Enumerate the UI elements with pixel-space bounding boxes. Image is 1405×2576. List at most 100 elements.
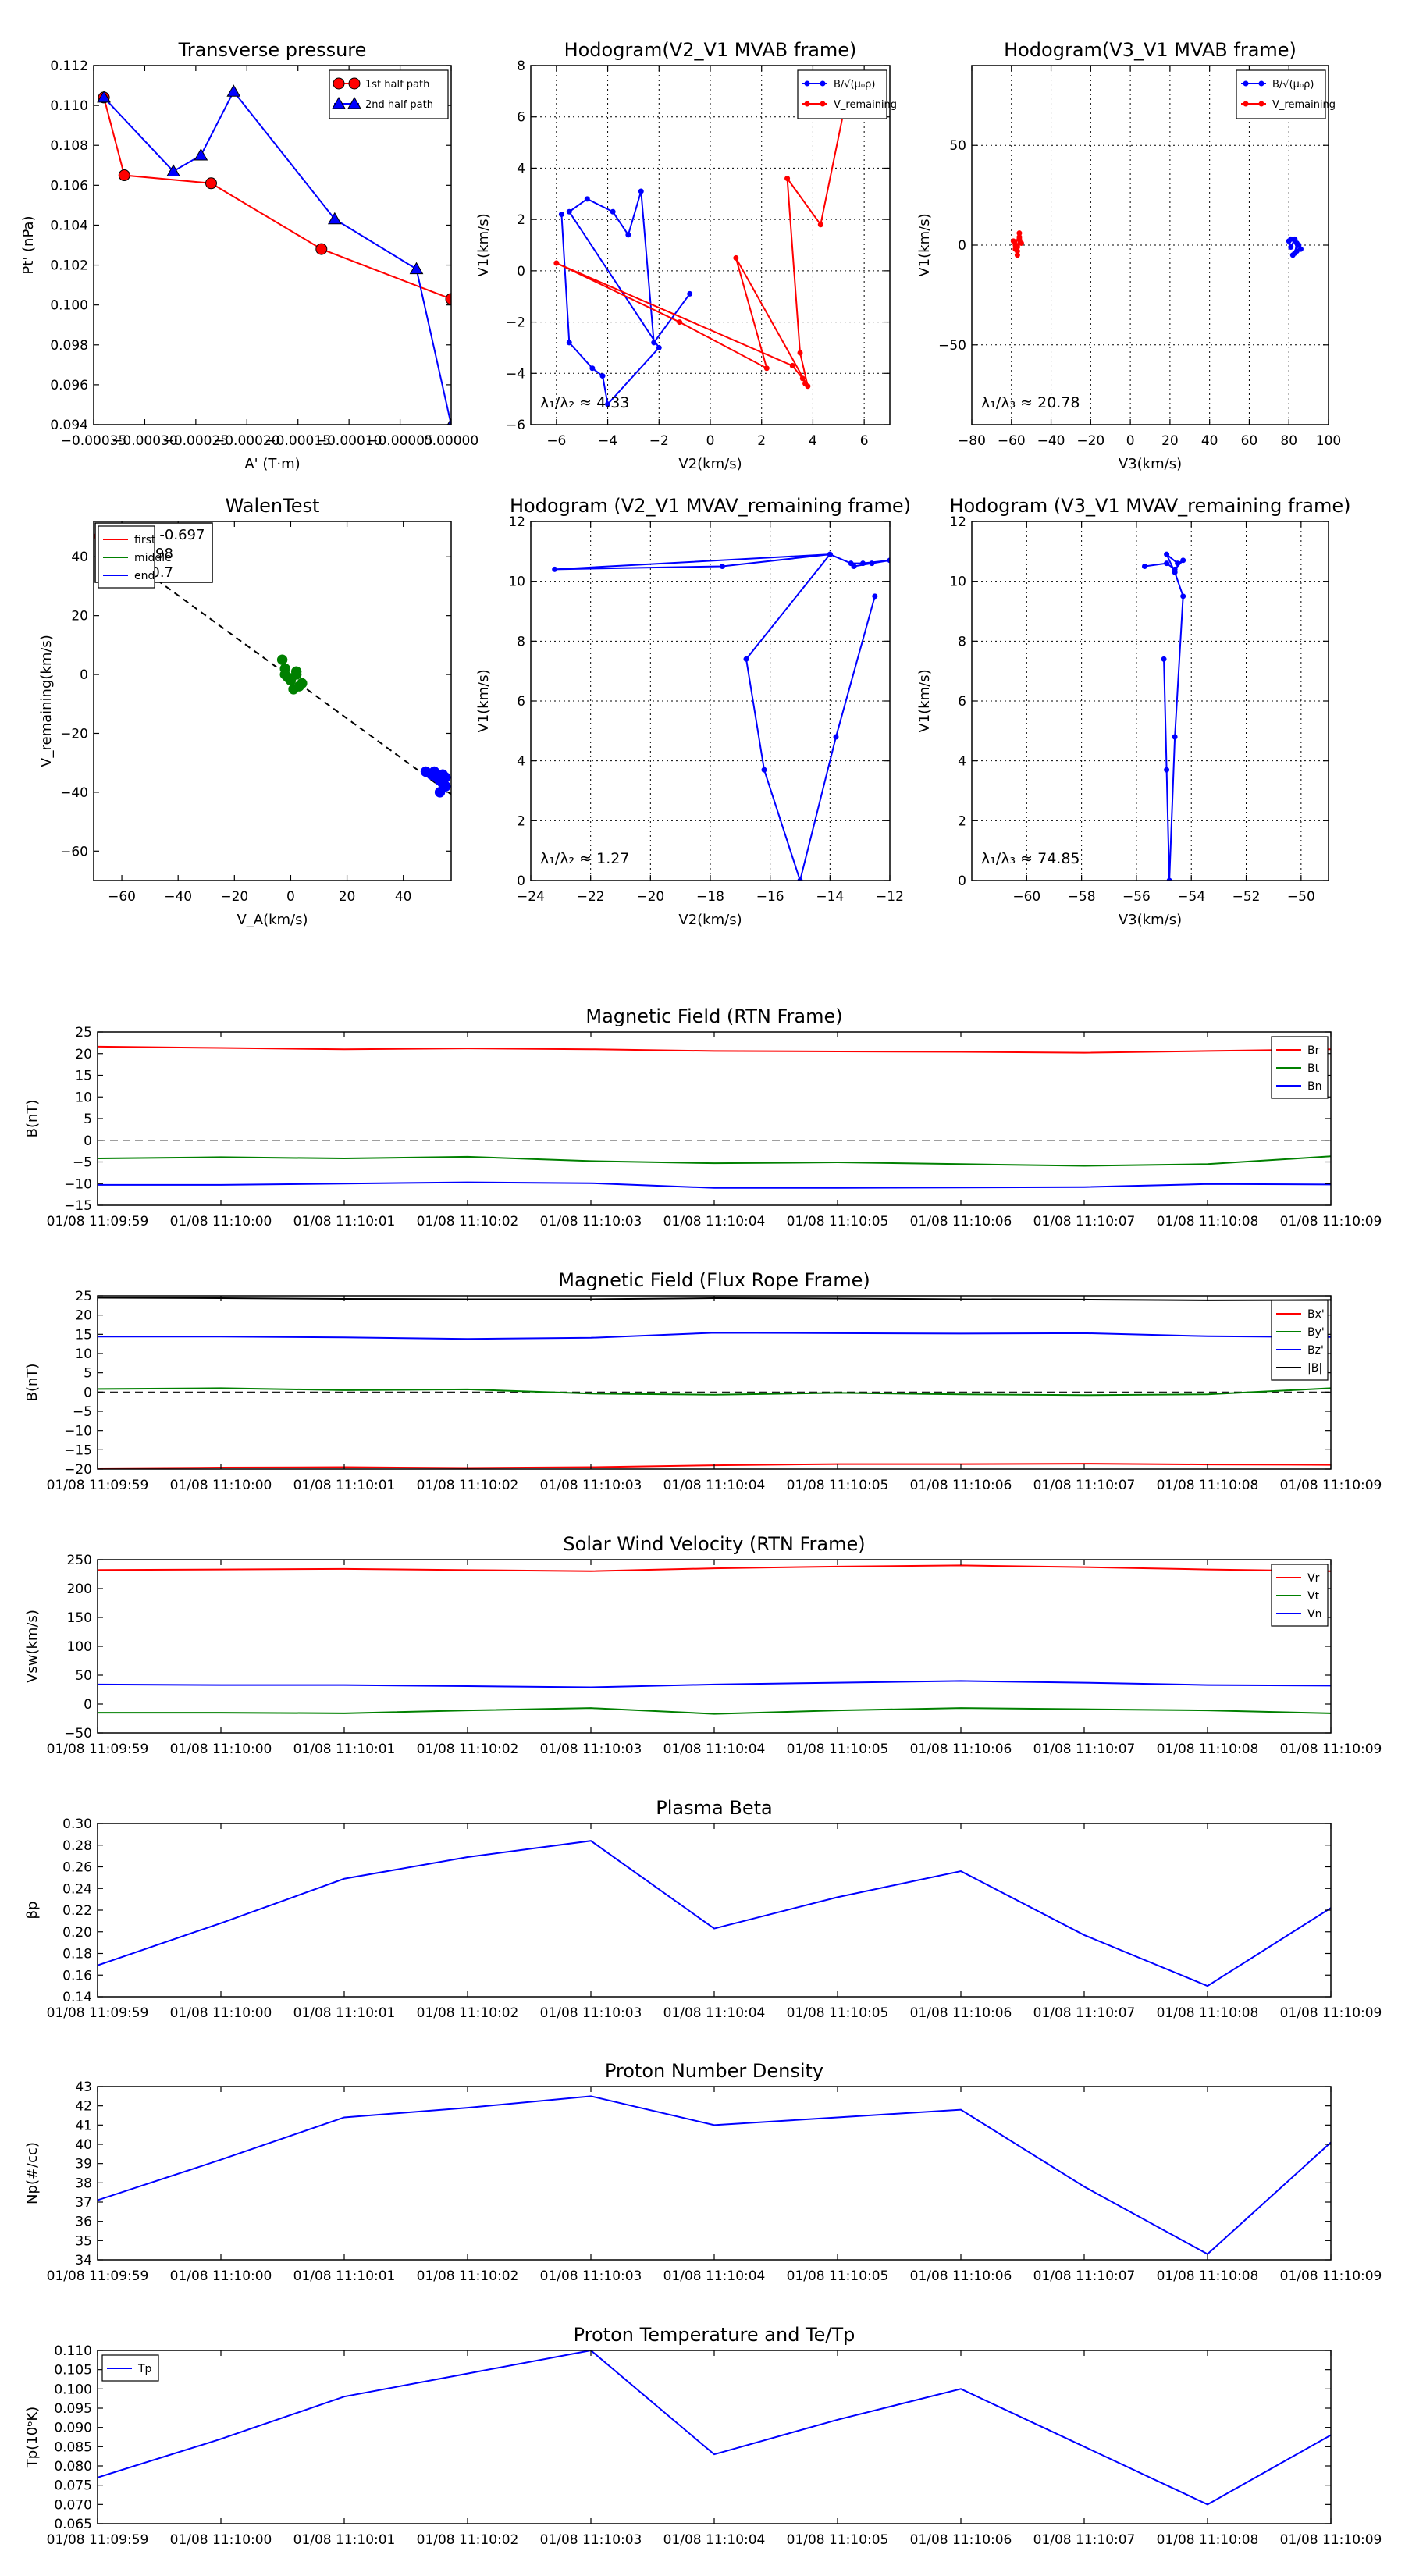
- data-point: [784, 176, 791, 182]
- x-tick-label: 01/08 11:10:01: [293, 1214, 396, 1229]
- series-line-hodogram: [554, 553, 890, 881]
- x-tick-label: 01/08 11:10:04: [663, 1214, 766, 1229]
- y-axis-label: B(nT): [24, 1100, 41, 1138]
- y-tick-label: 0.098: [50, 338, 88, 354]
- legend-label: middle: [134, 552, 172, 564]
- x-tick-label: 100: [1316, 433, 1341, 449]
- data-point: [315, 243, 328, 255]
- legend-marker: [804, 80, 810, 87]
- data-point: [827, 551, 833, 557]
- data-point: [887, 557, 890, 564]
- series-line-Bt: [98, 1155, 1331, 1167]
- x-tick-label: 01/08 11:10:07: [1033, 2268, 1136, 2284]
- data-point: [761, 767, 767, 773]
- eigen-ratio-label: λ₁/λ₂ ≈ 4.33: [540, 394, 629, 411]
- x-tick-label: 01/08 11:10:08: [1157, 2005, 1259, 2021]
- data-point: [194, 148, 208, 161]
- data-point: [327, 212, 342, 225]
- x-tick-label: 01/08 11:10:08: [1157, 2268, 1259, 2284]
- data-point: [589, 365, 596, 372]
- data-point: [869, 560, 875, 567]
- x-tick-label: 01/08 11:10:00: [170, 2268, 272, 2284]
- data-point: [817, 222, 823, 228]
- y-tick-label: 0.24: [62, 1881, 92, 1897]
- y-tick-label: 0.070: [54, 2497, 92, 2513]
- y-tick-label: 0.110: [50, 98, 88, 114]
- y-tick-label: 15: [75, 1327, 92, 1343]
- legend-marker: [1258, 80, 1264, 87]
- y-tick-label: 10: [75, 1090, 92, 1105]
- legend-label: Vr: [1307, 1572, 1320, 1585]
- legend-label: Bz': [1307, 1344, 1324, 1357]
- x-tick-label: 80: [1280, 433, 1297, 449]
- axes-frame: [97, 2350, 1332, 2524]
- y-tick-label: −10: [64, 1424, 92, 1439]
- x-tick-label: −40: [1037, 433, 1065, 449]
- y-tick-label: 8: [517, 59, 525, 74]
- chart-title: Hodogram(V2_V1 MVAB frame): [564, 39, 857, 61]
- y-tick-label: −10: [64, 1176, 92, 1192]
- y-axis-label: V_remaining(km/s): [38, 635, 55, 767]
- y-tick-label: 8: [517, 634, 525, 649]
- data-point: [719, 564, 725, 569]
- x-tick-label: −50: [1287, 889, 1315, 905]
- x-tick-label: −0.00035: [61, 433, 127, 449]
- data-point: [288, 684, 299, 695]
- y-tick-label: 41: [75, 2118, 92, 2133]
- x-tick-label: 01/08 11:10:08: [1157, 1478, 1259, 1493]
- axes-frame: [93, 65, 452, 425]
- x-tick-label: 01/08 11:10:01: [293, 1478, 396, 1493]
- series-line-B/√(μ₀ρ): [560, 190, 691, 406]
- y-tick-label: 2: [958, 813, 966, 829]
- x-tick-label: −12: [876, 889, 904, 905]
- y-tick-label: 20: [71, 609, 88, 624]
- x-tick-label: −6: [546, 433, 566, 449]
- x-axis-label: A' (T·m): [244, 456, 300, 472]
- y-tick-label: 35: [75, 2233, 92, 2249]
- x-tick-label: −40: [164, 889, 192, 905]
- x-tick-label: 01/08 11:10:04: [663, 2268, 766, 2284]
- data-point: [297, 678, 308, 689]
- x-tick-label: 01/08 11:10:09: [1280, 1478, 1382, 1493]
- y-tick-label: −2: [506, 315, 525, 331]
- data-layer: [1010, 230, 1304, 258]
- legend-label: Vt: [1307, 1590, 1320, 1603]
- data-point: [799, 375, 806, 382]
- series-line-Bn: [98, 1181, 1331, 1189]
- chart-walen_test: −60 −40 −20 0 20 40 −60 −40 −20 0 20 40 WalenTest V_A…: [38, 495, 452, 928]
- x-tick-label: 01/08 11:10:05: [787, 1742, 889, 1757]
- y-tick-label: 0: [84, 1385, 92, 1400]
- data-point: [605, 401, 611, 407]
- y-tick-label: −6: [506, 418, 525, 433]
- y-tick-label: 43: [75, 2080, 92, 2095]
- data-point: [625, 232, 631, 238]
- legend-label: first: [134, 534, 156, 546]
- y-tick-label: 8: [958, 634, 966, 649]
- data-point: [687, 290, 693, 297]
- x-tick-label: 01/08 11:10:01: [293, 2532, 396, 2548]
- x-tick-label: 01/08 11:10:02: [417, 2005, 519, 2021]
- data-point: [1016, 234, 1023, 240]
- chart-transverse_pressure: −0.00035−0.00030−0.00025−0.00020−0.00015…: [20, 39, 478, 472]
- y-tick-label: −50: [64, 1726, 92, 1742]
- series-line-Tp: [98, 2350, 1331, 2506]
- data-point: [872, 593, 878, 600]
- x-tick-label: 01/08 11:10:01: [293, 1742, 396, 1757]
- y-tick-label: 0.104: [50, 218, 88, 233]
- x-tick-label: 01/08 11:10:02: [417, 2532, 519, 2548]
- x-tick-label: 2: [757, 433, 766, 449]
- x-tick-label: 40: [395, 889, 412, 905]
- legend: B/√(μ₀ρ) V_remaining: [797, 69, 897, 119]
- x-tick-label: −80: [958, 433, 986, 449]
- x-axis-label: V2(km/s): [678, 456, 742, 472]
- series-line-Vr: [98, 1564, 1331, 1572]
- x-tick-label: 01/08 11:10:03: [540, 1214, 642, 1229]
- x-tick-label: 01/08 11:09:59: [47, 2532, 149, 2548]
- data-point: [848, 560, 854, 567]
- y-tick-label: −40: [60, 785, 88, 801]
- x-tick-label: −0.00005: [367, 433, 433, 449]
- data-point: [797, 350, 803, 356]
- legend-box: [797, 69, 887, 119]
- y-tick-label: 6: [517, 694, 525, 710]
